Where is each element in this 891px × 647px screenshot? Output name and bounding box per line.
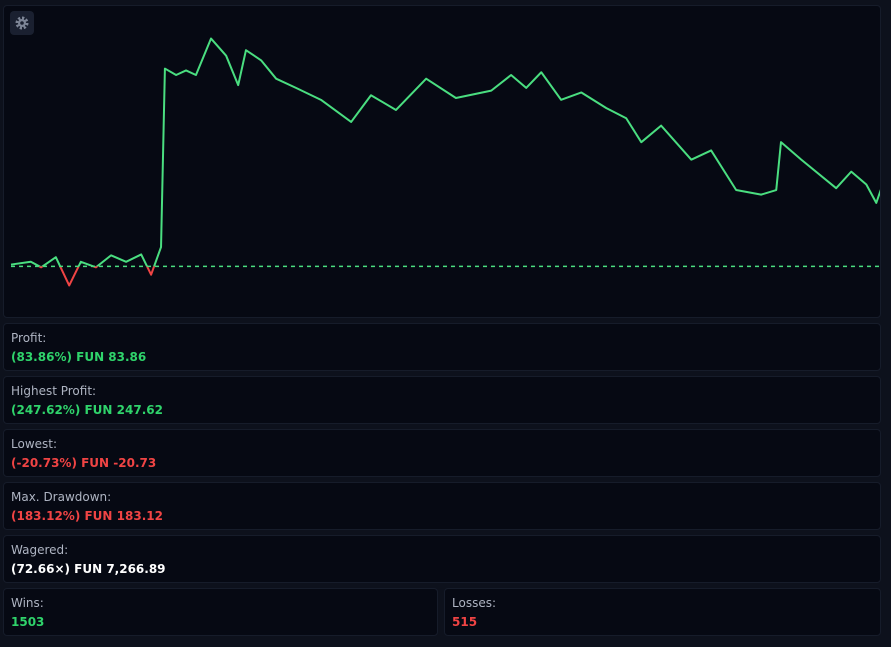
stat-value: 515 — [452, 615, 478, 629]
stat-label: Wagered: — [11, 543, 69, 557]
stat-panel: Profit: (83.86%) FUN 83.86 — [3, 323, 881, 371]
stat-label: Lowest: — [11, 437, 58, 451]
loss-line — [37, 266, 156, 287]
gear-icon — [15, 16, 29, 30]
stat-label: Losses: — [452, 596, 496, 610]
stat-value: (247.62%) FUN 247.62 — [11, 403, 163, 417]
stat-panel: Highest Profit: (247.62%) FUN 247.62 — [3, 376, 881, 424]
chart — [10, 37, 880, 287]
chart-panel — [3, 5, 881, 318]
stat-label: Profit: — [11, 331, 47, 345]
profit-line — [10, 37, 880, 267]
stat-value: (72.66×) FUN 7,266.89 — [11, 562, 166, 576]
stat-panel: Lowest: (-20.73%) FUN -20.73 — [3, 429, 881, 477]
stat-panel: Losses: 515 — [444, 588, 881, 636]
stat-value: (-20.73%) FUN -20.73 — [11, 456, 157, 470]
stat-value: (83.86%) FUN 83.86 — [11, 350, 147, 364]
stat-label: Wins: — [11, 596, 44, 610]
stat-panel: Wagered: (72.66×) FUN 7,266.89 — [3, 535, 881, 583]
stat-value: (183.12%) FUN 183.12 — [11, 509, 163, 523]
stat-label: Highest Profit: — [11, 384, 97, 398]
stat-panel: Max. Drawdown: (183.12%) FUN 183.12 — [3, 482, 881, 530]
stat-value: 1503 — [11, 615, 45, 629]
stat-panel: Wins: 1503 — [3, 588, 438, 636]
settings-button[interactable] — [10, 11, 34, 35]
stat-label: Max. Drawdown: — [11, 490, 112, 504]
